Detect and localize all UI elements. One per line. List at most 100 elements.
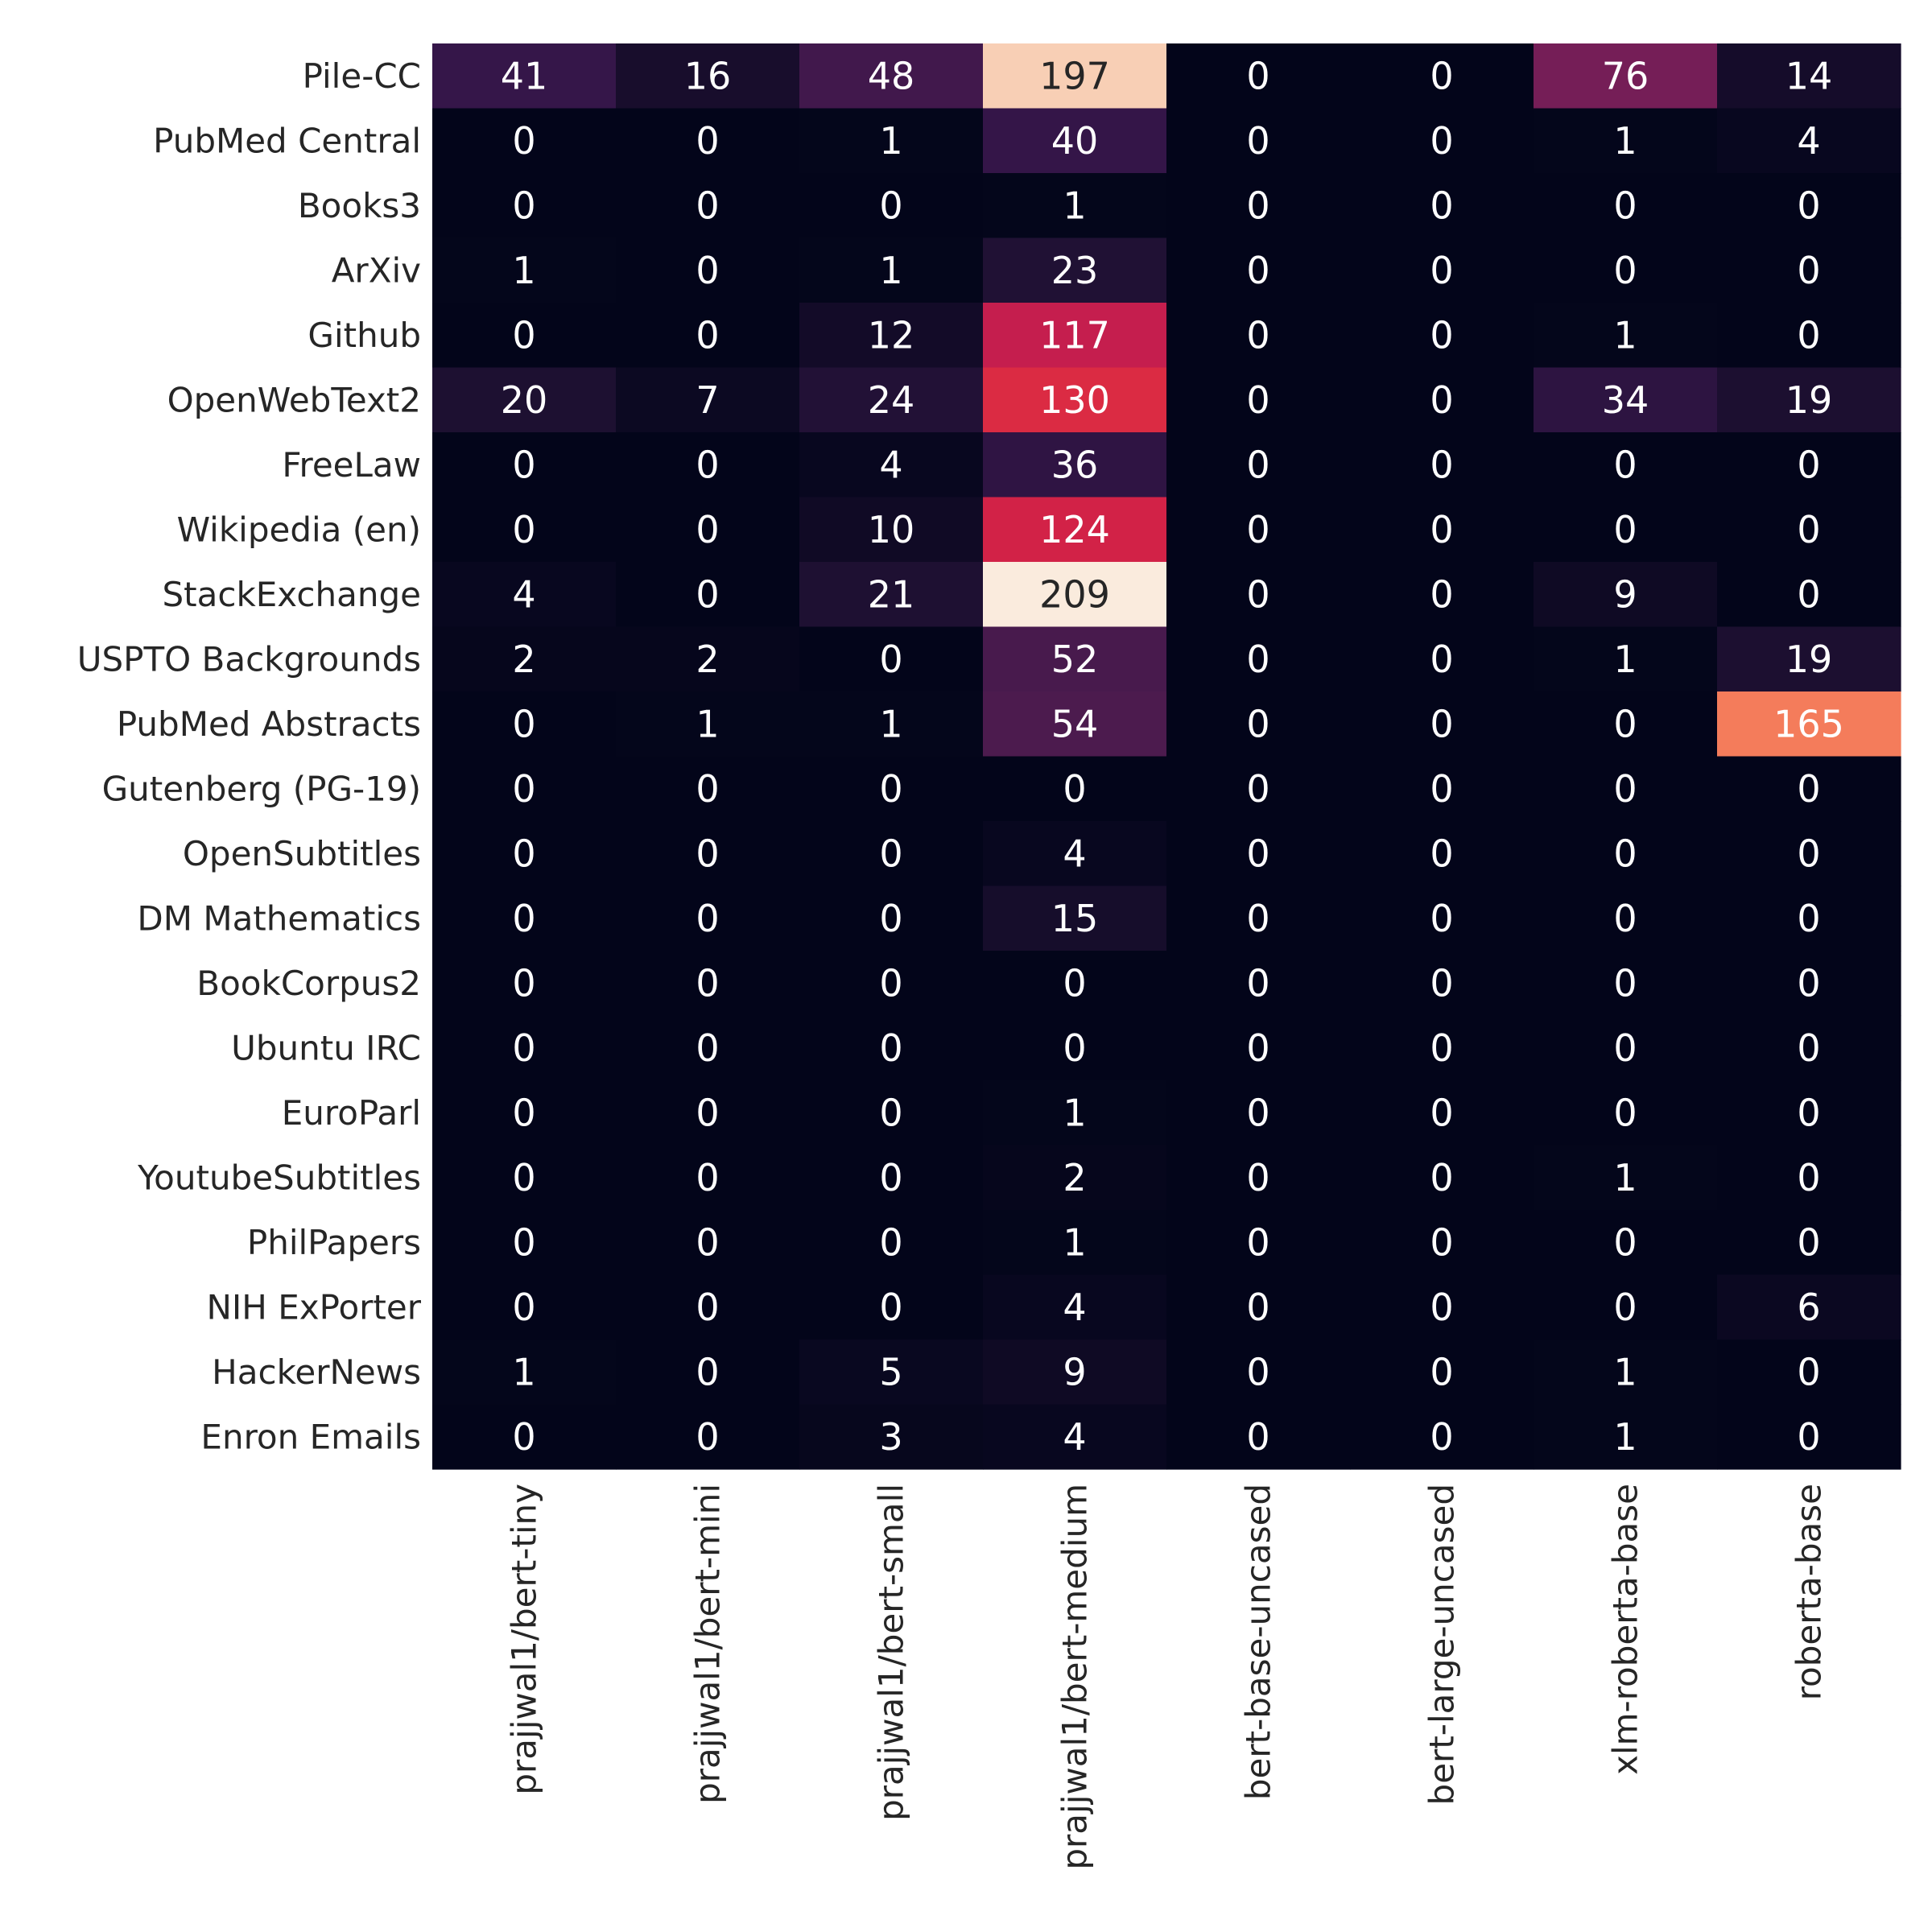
cell-value-label: 0: [879, 1220, 902, 1264]
cell-value-label: 0: [1797, 961, 1820, 1005]
column-tick-label: prajjwal1/bert-tiny: [505, 1484, 544, 1795]
heatmap-cell: [799, 1015, 984, 1081]
cell-value-label: 0: [1797, 1350, 1820, 1393]
heatmap-cell: [616, 497, 800, 563]
row-tick-label: PhilPapers: [247, 1223, 421, 1262]
heatmap-cell: [1717, 367, 1901, 433]
heatmap-cell: [1717, 1340, 1901, 1406]
heatmap-cell: [983, 562, 1167, 628]
heatmap-cell: [799, 1145, 984, 1211]
cell-value-label: 0: [879, 961, 902, 1005]
heatmap-cell: [616, 886, 800, 952]
cell-value-label: 0: [1797, 1220, 1820, 1264]
cell-value-label: 0: [1797, 1091, 1820, 1134]
cell-value-label: 0: [696, 508, 719, 551]
cell-value-label: 1: [1613, 313, 1637, 357]
cell-value-label: 0: [696, 1415, 719, 1459]
row-tick-label: Enron Emails: [200, 1417, 421, 1456]
heatmap-cell: [799, 756, 984, 822]
cell-value-label: 0: [696, 249, 719, 292]
heatmap-cell: [799, 951, 984, 1017]
cell-value-label: 0: [1246, 832, 1269, 875]
cell-value-label: 52: [1051, 638, 1099, 681]
heatmap-cell: [432, 43, 617, 109]
row-tick-label: PubMed Abstracts: [117, 704, 421, 744]
heatmap-cell: [983, 367, 1167, 433]
cell-value-label: 4: [1063, 1286, 1086, 1329]
cell-value-label: 24: [868, 378, 915, 422]
heatmap-cell: [1350, 626, 1534, 692]
cell-value-label: 1: [1063, 1091, 1086, 1134]
heatmap-cell: [1717, 432, 1901, 498]
heatmap-cell: [1166, 1080, 1351, 1146]
column-tick-label: xlm-roberta-base: [1606, 1484, 1645, 1775]
cell-value-label: 0: [1430, 1286, 1453, 1329]
cell-value-label: 0: [1246, 897, 1269, 940]
heatmap-cell: [1717, 1080, 1901, 1146]
heatmap-cell: [799, 367, 984, 433]
cell-value-label: 0: [1613, 1286, 1637, 1329]
cell-value-label: 4: [1063, 1415, 1086, 1459]
heatmap-cell: [1717, 303, 1901, 369]
row-tick-label: Wikipedia (en): [177, 510, 421, 549]
heatmap-cell: [616, 432, 800, 498]
cell-value-label: 0: [696, 313, 719, 357]
cell-value-label: 0: [1430, 119, 1453, 163]
cell-value-label: 0: [696, 184, 719, 227]
heatmap-cell: [983, 432, 1167, 498]
cell-value-label: 0: [1430, 1156, 1453, 1199]
heatmap-cell: [983, 173, 1167, 239]
cell-value-label: 14: [1785, 54, 1833, 97]
cell-value-label: 0: [1430, 832, 1453, 875]
cell-value-label: 0: [1430, 1350, 1453, 1393]
cell-value-label: 19: [1785, 378, 1833, 422]
heatmap-cell: [799, 108, 984, 174]
heatmap-cell: [1350, 691, 1534, 758]
heatmap-cell: [799, 432, 984, 498]
cell-value-label: 0: [879, 767, 902, 811]
heatmap-cell: [799, 173, 984, 239]
cell-value-label: 0: [1430, 702, 1453, 745]
heatmap-cell: [1534, 367, 1718, 433]
heatmap-cell: [1534, 432, 1718, 498]
cell-value-label: 0: [1246, 1220, 1269, 1264]
cell-value-label: 1: [1613, 1156, 1637, 1199]
heatmap-cell: [616, 821, 800, 887]
row-tick-label: OpenWebText2: [167, 380, 421, 419]
heatmap-cell: [983, 1404, 1167, 1470]
cell-value-label: 0: [696, 572, 719, 616]
cell-value-label: 0: [1246, 443, 1269, 486]
column-tick-label: bert-large-uncased: [1422, 1484, 1462, 1805]
cell-value-label: 0: [1797, 508, 1820, 551]
cell-value-label: 0: [1797, 1156, 1820, 1199]
heatmap-cell: [983, 43, 1167, 109]
cell-value-label: 0: [1246, 313, 1269, 357]
cell-value-label: 0: [512, 1156, 535, 1199]
heatmap-cell: [1166, 1340, 1351, 1406]
heatmap-cell: [1717, 562, 1901, 628]
heatmap-cell: [1717, 1404, 1901, 1470]
cell-value-label: 0: [512, 832, 535, 875]
heatmap-cell: [432, 691, 617, 758]
cell-value-label: 0: [1246, 249, 1269, 292]
heatmap-cell: [1166, 1274, 1351, 1340]
heatmap-cell: [1717, 951, 1901, 1017]
heatmap-cell: [1350, 1015, 1534, 1081]
cell-value-label: 0: [1797, 572, 1820, 616]
cell-value-label: 0: [879, 638, 902, 681]
cell-value-label: 0: [1246, 702, 1269, 745]
heatmap-cell: [1350, 1404, 1534, 1470]
cell-value-label: 0: [512, 508, 535, 551]
cell-value-label: 0: [512, 1415, 535, 1459]
heatmap-cell: [1350, 173, 1534, 239]
heatmap-cell: [616, 43, 800, 109]
heatmap-cell: [432, 1015, 617, 1081]
row-tick-label: OpenSubtitles: [183, 834, 421, 873]
cell-value-label: 0: [1613, 184, 1637, 227]
heatmap-cell: [616, 562, 800, 628]
cell-value-label: 34: [1602, 378, 1649, 422]
heatmap-cell: [1717, 1210, 1901, 1276]
row-tick-label: EuroParl: [282, 1093, 421, 1133]
cell-value-label: 0: [1797, 767, 1820, 811]
column-tick-label: prajjwal1/bert-small: [872, 1484, 911, 1821]
